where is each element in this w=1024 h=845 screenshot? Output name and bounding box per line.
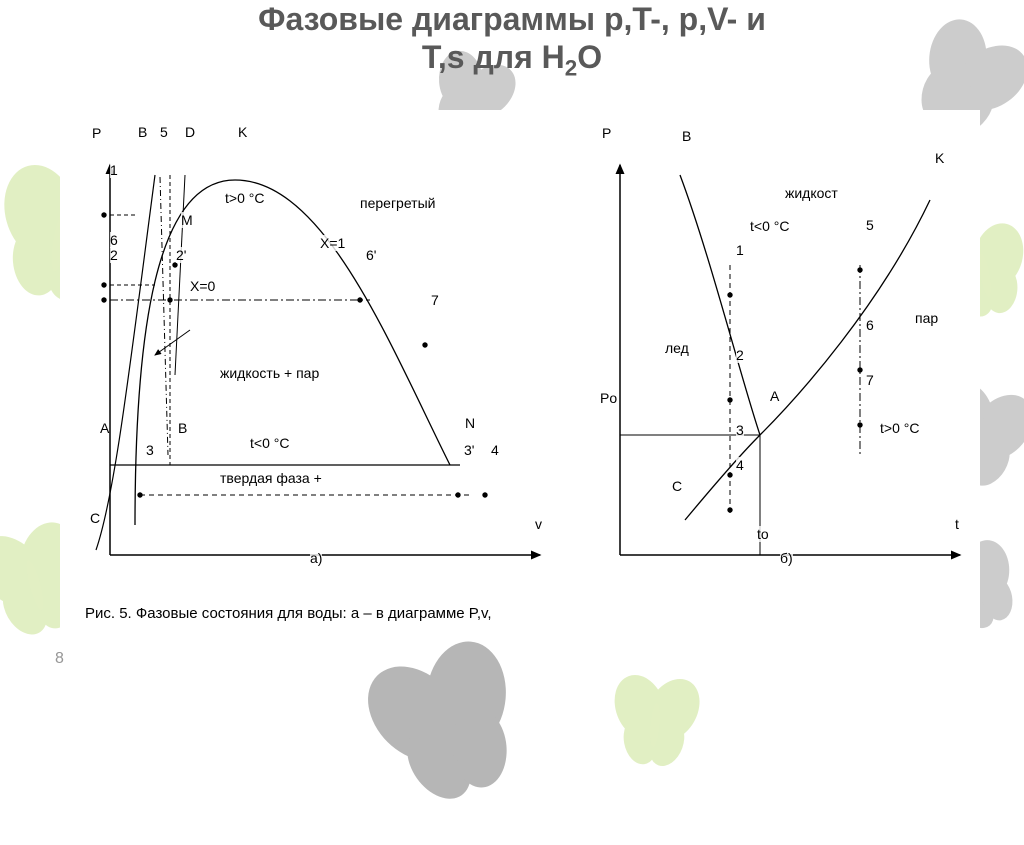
region-label: B [178,420,187,436]
region-label: A [770,388,779,404]
region-label: перегретый [360,195,435,211]
point-label: 6' [366,247,376,263]
title-line2-after: O [577,39,602,75]
region-label: B [138,124,147,140]
point-label: 6 [866,317,874,333]
region-label: D [185,124,195,140]
point-label: 1 [736,242,744,258]
butterfly-decoration [360,640,540,820]
region-label: K [238,124,247,140]
region-label: 5 [160,124,168,140]
region-label: K [935,150,944,166]
figure-area: а) б) 126343'76'2'MB5DKt>0 °CперегретыйX… [60,110,980,630]
figure-caption: Рис. 5. Фазовые состояния для воды: а – … [85,605,492,622]
point-label: M [181,212,193,228]
point-label: 2 [736,347,744,363]
region-label: t<0 °C [250,435,289,451]
page-number: 8 [55,650,64,668]
point-label: 3' [464,442,474,458]
region-label: tо [757,526,769,542]
region-label: лед [665,340,689,356]
region-label: N [465,415,475,431]
point-label: 4 [491,442,499,458]
region-label: t>0 °C [880,420,919,436]
point-label: 7 [431,292,439,308]
region-label: t<0 °C [750,218,789,234]
point-label: 7 [866,372,874,388]
region-label: твердая фаза + [220,470,322,486]
axis-label-x: v [535,516,542,532]
point-label: 2' [176,247,186,263]
region-label: жидкост [785,185,838,201]
region-label: X=0 [190,278,215,294]
region-label: C [90,510,100,526]
point-label: 1 [110,162,118,178]
axis-label-y: P [602,125,611,141]
phase-diagrams-svg [60,110,980,630]
region-label: t>0 °C [225,190,264,206]
point-label: 3 [736,422,744,438]
region-label: пар [915,310,938,326]
title-line1: Фазовые диаграммы p,T-, p,V- и [258,1,766,37]
butterfly-decoration [600,670,710,780]
page-title: Фазовые диаграммы p,T-, p,V- и T,s для H… [0,0,1024,83]
title-line2-before: T,s для H [422,39,565,75]
point-label: 4 [736,457,744,473]
region-label: C [672,478,682,494]
region-label: Pо [600,390,617,406]
sublabel-b: б) [780,550,793,566]
axis-label-y: P [92,125,101,141]
axis-label-x: t [955,516,959,532]
region-label: X=1 [320,235,345,251]
point-label: 5 [866,217,874,233]
point-label: 6 [110,232,118,248]
point-label: 3 [146,442,154,458]
region-label: B [682,128,691,144]
region-label: A [100,420,109,436]
point-label: 2 [110,247,118,263]
sublabel-a: а) [310,550,322,566]
title-sub: 2 [565,56,577,81]
region-label: жидкость + пар [220,365,319,381]
